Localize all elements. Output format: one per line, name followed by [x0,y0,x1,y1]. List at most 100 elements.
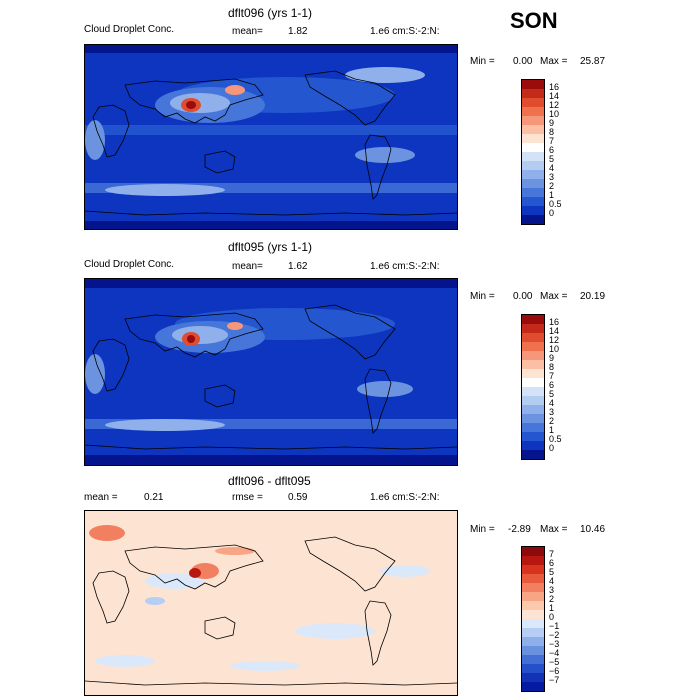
colorbar-tick-label: 5 [549,389,555,399]
panel-2-variable-label: Cloud Droplet Conc. [84,259,175,270]
colorbar-swatch [522,574,544,583]
colorbar-tick-label: 0 [549,443,555,453]
panel-2-units: 1.e6 cm:S:-2:N: [370,261,440,272]
panel-2-mean-value: 1.62 [288,261,308,272]
colorbar-swatch [522,405,544,414]
panel-3-min-value: -2.89 [508,524,531,535]
colorbar-tick-label: 0 [549,208,555,218]
panel-2-mean-label: mean= [232,261,263,272]
colorbar-swatch [522,378,544,387]
panel-2-colorbar [521,314,545,460]
colorbar-swatch [522,125,544,134]
colorbar-tick-label: 14 [549,91,560,101]
panel-1-mean-value: 1.82 [288,26,308,37]
colorbar-tick-label: 0.5 [549,434,562,444]
colorbar-tick-label: −1 [549,621,560,631]
colorbar-tick-label: −5 [549,657,560,667]
colorbar-swatch [522,423,544,432]
panel-1-max-label: Max = [540,56,568,67]
panel-1-mean-label: mean= [232,26,263,37]
colorbar-tick-label: 6 [549,145,555,155]
panel-3-map [84,510,458,696]
colorbar-tick-label: 3 [549,585,555,595]
colorbar-swatch [522,592,544,601]
panel-3-mean-label: mean = [84,492,118,503]
panel-2-max-value: 20.19 [580,291,606,302]
panel-1-min-label: Min = [470,56,495,67]
colorbar-swatch [522,80,544,89]
colorbar-tick-label: 4 [549,576,555,586]
panel-3-max-label: Max = [540,524,568,535]
colorbar-swatch [522,682,544,691]
colorbar-swatch [522,333,544,342]
colorbar-tick-label: 9 [549,118,555,128]
colorbar-swatch [522,107,544,116]
colorbar-tick-label: 6 [549,380,555,390]
colorbar-swatch [522,673,544,682]
colorbar-swatch [522,556,544,565]
panel-1-title: dflt096 (yrs 1-1) [228,6,313,20]
colorbar-tick-label: 3 [549,407,555,417]
panel-1-colorbar [521,79,545,225]
colorbar-swatch [522,197,544,206]
colorbar-swatch [522,450,544,459]
colorbar-swatch [522,628,544,637]
panel-3-title: dflt096 - dflt095 [228,474,311,488]
colorbar-tick-label: 8 [549,127,555,137]
colorbar-swatch [522,116,544,125]
panel-2-min-value: 0.00 [513,291,533,302]
colorbar-tick-label: 16 [549,317,560,327]
colorbar-tick-label: 6 [549,558,555,568]
colorbar-tick-label: −6 [549,666,560,676]
panel-3-colorbar-labels: 7 6 5 4 3 2 1 0 −1 −2 −3 −4 −5 −6 −7 [549,546,589,690]
colorbar-swatch [522,369,544,378]
panel-1-units: 1.e6 cm:S:-2:N: [370,26,440,37]
colorbar-swatch [522,646,544,655]
colorbar-swatch [522,664,544,673]
colorbar-tick-label: 5 [549,154,555,164]
colorbar-tick-label: 0 [549,612,555,622]
colorbar-tick-label: 1 [549,425,555,435]
colorbar-tick-label: 2 [549,181,555,191]
colorbar-tick-label: 7 [549,549,555,559]
colorbar-swatch [522,134,544,143]
colorbar-swatch [522,89,544,98]
colorbar-swatch [522,143,544,152]
panel-3-colorbar [521,546,545,692]
colorbar-swatch [522,188,544,197]
colorbar-tick-label: 2 [549,416,555,426]
colorbar-tick-label: 16 [549,82,560,92]
colorbar-tick-label: 8 [549,362,555,372]
colorbar-swatch [522,179,544,188]
season-label: SON [510,8,558,33]
colorbar-swatch [522,161,544,170]
panel-3-min-label: Min = [470,524,495,535]
panel-1-min-value: 0.00 [513,56,533,67]
colorbar-tick-label: 12 [549,100,560,110]
colorbar-tick-label: 5 [549,567,555,577]
colorbar-swatch [522,342,544,351]
colorbar-swatch [522,637,544,646]
panel-2-max-label: Max = [540,291,568,302]
panel-2-title: dflt095 (yrs 1-1) [228,240,313,254]
colorbar-swatch [522,170,544,179]
colorbar-swatch [522,324,544,333]
colorbar-swatch [522,351,544,360]
colorbar-tick-label: 10 [549,109,560,119]
colorbar-tick-label: 7 [549,136,555,146]
colorbar-swatch [522,432,544,441]
panel-2-colorbar-labels: 16 14 12 10 9 8 7 6 5 4 3 2 1 0.5 0 [549,314,589,458]
panel-3-rmse-value: 0.59 [288,492,308,503]
colorbar-tick-label: 1 [549,603,555,613]
colorbar-swatch [522,441,544,450]
colorbar-swatch [522,396,544,405]
panel-3-units: 1.e6 cm:S:-2:N: [370,492,440,503]
colorbar-swatch [522,387,544,396]
colorbar-tick-label: 3 [549,172,555,182]
colorbar-tick-label: 10 [549,344,560,354]
panel-1-map [84,44,458,230]
colorbar-tick-label: 2 [549,594,555,604]
colorbar-tick-label: −4 [549,648,560,658]
colorbar-swatch [522,206,544,215]
colorbar-tick-label: 12 [549,335,560,345]
